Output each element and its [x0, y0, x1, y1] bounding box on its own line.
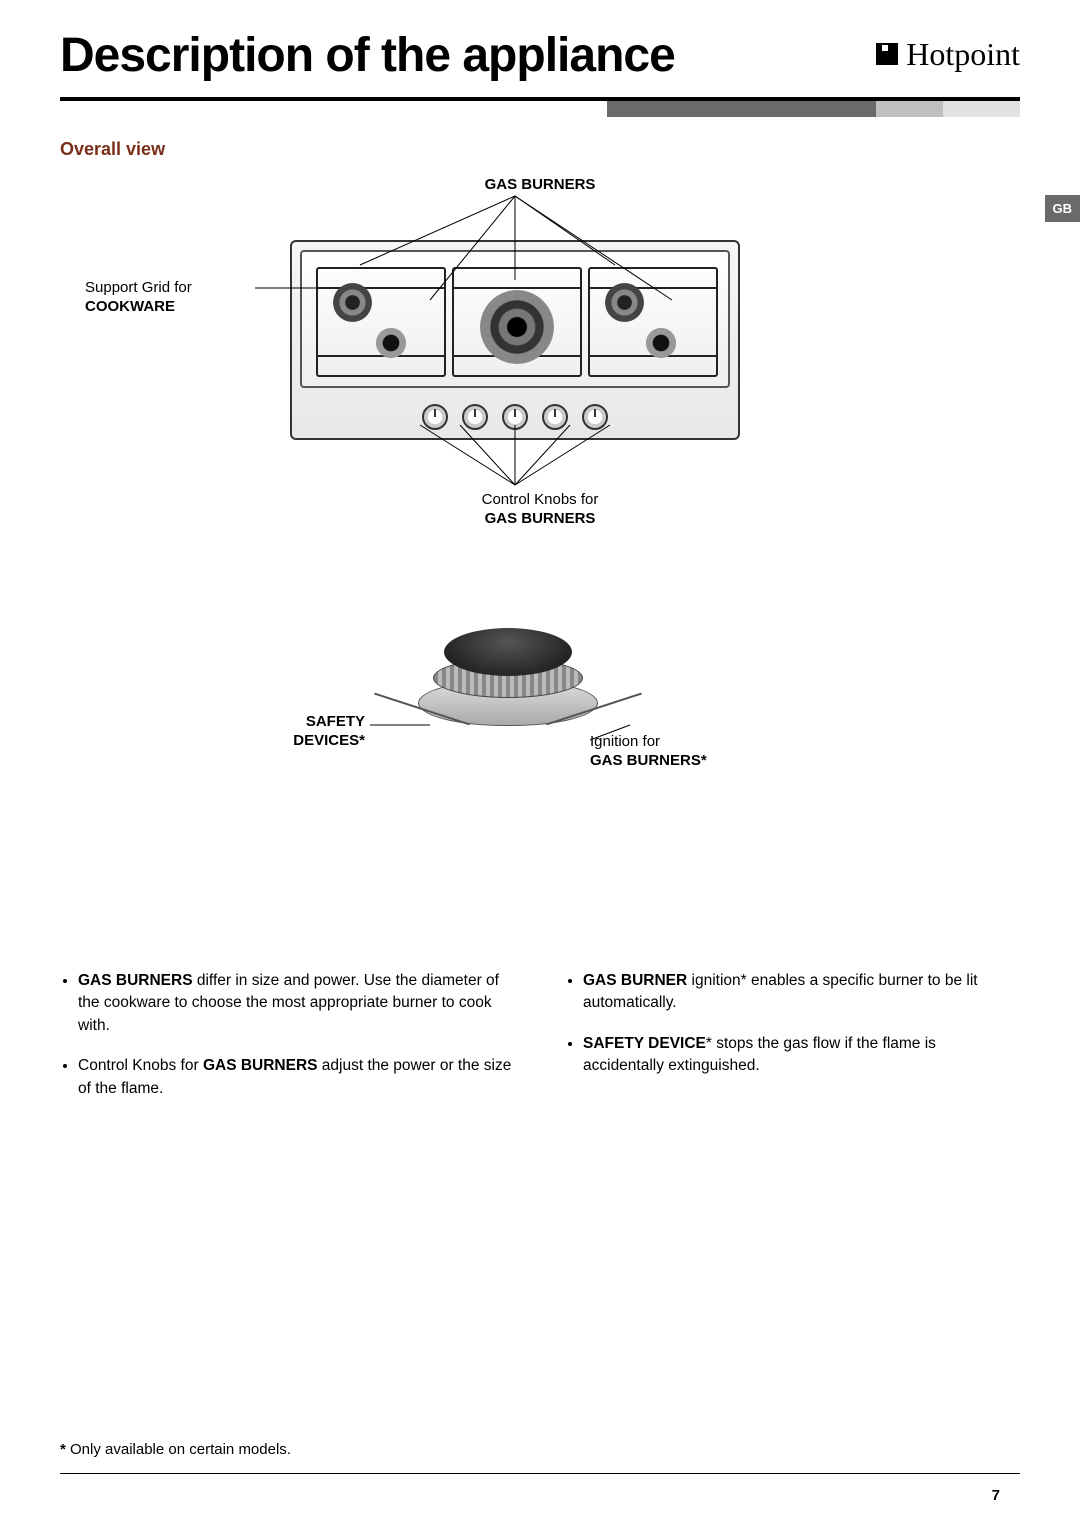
bullet: GAS BURNERS differ in size and power. Us… — [78, 970, 515, 1037]
brand-icon — [876, 43, 898, 65]
label-safety: SAFETY DEVICES* — [255, 712, 365, 751]
label-safety-l1: SAFETY — [306, 713, 365, 730]
burner-icon — [372, 324, 410, 362]
bullet: GAS BURNER ignition* enables a specific … — [583, 970, 1020, 1015]
label-safety-l2: DEVICES* — [293, 732, 365, 749]
page-number: 7 — [992, 1487, 1000, 1504]
body-columns: GAS BURNERS differ in size and power. Us… — [60, 970, 1020, 1118]
footnote-text: Only available on certain models. — [66, 1441, 291, 1458]
label-knobs: Control Knobs for GAS BURNERS — [482, 490, 599, 529]
burner-icon — [330, 280, 375, 325]
footnote: * Only available on certain models. — [60, 1441, 291, 1458]
section-heading: Overall view — [60, 139, 1020, 160]
label-cookware-l1: Support Grid for — [85, 279, 192, 296]
support-grid — [316, 267, 446, 377]
bullet-strong: GAS BURNERS — [203, 1057, 318, 1074]
label-knobs-l2: GAS BURNERS — [485, 510, 596, 527]
bullet-text: Control Knobs for — [78, 1057, 203, 1074]
burner-icon — [480, 290, 554, 364]
footer-rule — [60, 1473, 1020, 1475]
bullet: SAFETY DEVICE* stops the gas flow if the… — [583, 1033, 1020, 1078]
bullet-strong: SAFETY DEVICE — [583, 1035, 706, 1052]
diagram: GAS BURNERS Support Grid for COOKWARE — [60, 170, 1020, 970]
burner-detail-illustration — [398, 610, 618, 760]
left-column: GAS BURNERS differ in size and power. Us… — [60, 970, 515, 1118]
brand-name: Hotpoint — [906, 36, 1020, 73]
label-knobs-l1: Control Knobs for — [482, 491, 599, 508]
bullet-strong: GAS BURNERS — [78, 972, 193, 989]
header: Description of the appliance Hotpoint — [60, 30, 1020, 83]
header-rule — [60, 97, 1020, 117]
knob-icon — [462, 404, 488, 430]
label-cookware-l2: COOKWARE — [85, 298, 175, 315]
label-ignition-l1: Ignition for — [590, 733, 660, 750]
knob-row — [422, 404, 608, 430]
page: Description of the appliance Hotpoint GB… — [0, 0, 1080, 1528]
brand-logo: Hotpoint — [876, 36, 1020, 83]
knob-icon — [582, 404, 608, 430]
cooktop-illustration — [290, 240, 740, 440]
bullet-strong: GAS BURNER — [583, 972, 687, 989]
burner-icon — [642, 324, 680, 362]
label-ignition: Ignition for GAS BURNERS* — [590, 732, 707, 771]
right-column: GAS BURNER ignition* enables a specific … — [565, 970, 1020, 1118]
label-cookware: Support Grid for COOKWARE — [85, 278, 255, 317]
label-ignition-l2: GAS BURNERS* — [590, 752, 707, 769]
bullet: Control Knobs for GAS BURNERS adjust the… — [78, 1055, 515, 1100]
label-gas-burners: GAS BURNERS — [485, 175, 596, 195]
region-tab: GB — [1045, 195, 1080, 222]
knob-icon — [542, 404, 568, 430]
page-title: Description of the appliance — [60, 30, 675, 83]
knob-icon — [422, 404, 448, 430]
knob-icon — [502, 404, 528, 430]
burner-icon — [602, 280, 647, 325]
